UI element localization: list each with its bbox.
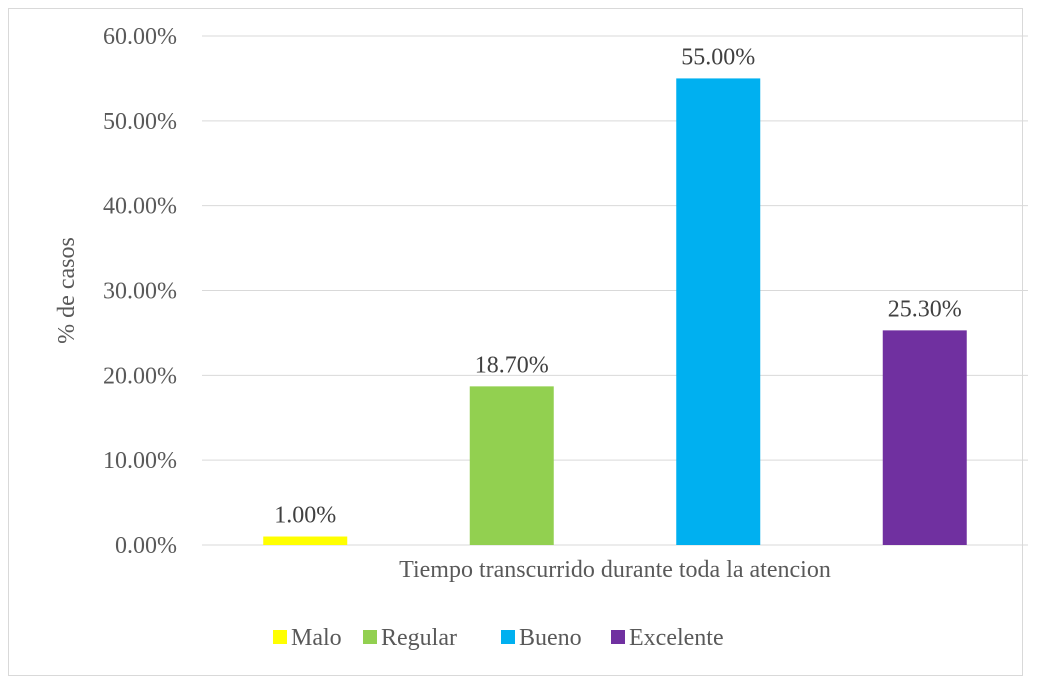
y-tick-label: 20.00%: [103, 363, 177, 389]
legend-label-bueno: Bueno: [519, 625, 582, 651]
legend-swatch-bueno: [501, 630, 515, 644]
bar-bueno: [676, 78, 761, 546]
legend-label-regular: Regular: [381, 625, 457, 651]
bar-excelente: [882, 330, 967, 545]
legend-swatch-regular: [363, 630, 377, 644]
legend-swatch-excelente: [611, 630, 625, 644]
legend-label-excelente: Excelente: [629, 625, 724, 651]
y-tick-labels: 0.00% 10.00% 20.00% 30.00% 40.00% 50.00% 60.00…: [103, 24, 177, 559]
y-tick-label: 50.00%: [103, 109, 177, 135]
y-tick-label: 60.00%: [103, 24, 177, 50]
bar-malo: [263, 536, 348, 545]
legend-swatch-malo: [273, 630, 287, 644]
y-axis-title: % de casos: [54, 237, 80, 344]
data-labels: 1.00% 18.70% 55.00% 25.30%: [274, 44, 962, 528]
data-label-bueno: 55.00%: [681, 44, 755, 70]
y-tick-label: 10.00%: [103, 448, 177, 474]
x-axis-title: Tiempo transcurrido durante toda la aten…: [399, 557, 831, 583]
y-tick-label: 0.00%: [115, 533, 177, 559]
data-label-malo: 1.00%: [274, 503, 336, 529]
bars: [263, 78, 967, 546]
legend: Malo Regular Bueno Excelente: [273, 625, 724, 651]
chart-frame: [8, 8, 1023, 676]
legend-label-malo: Malo: [291, 625, 342, 651]
y-tick-label: 30.00%: [103, 279, 177, 305]
y-tick-label: 40.00%: [103, 194, 177, 220]
data-label-regular: 18.70%: [475, 352, 549, 378]
data-label-excelente: 25.30%: [888, 296, 962, 322]
bar-regular: [469, 386, 554, 545]
